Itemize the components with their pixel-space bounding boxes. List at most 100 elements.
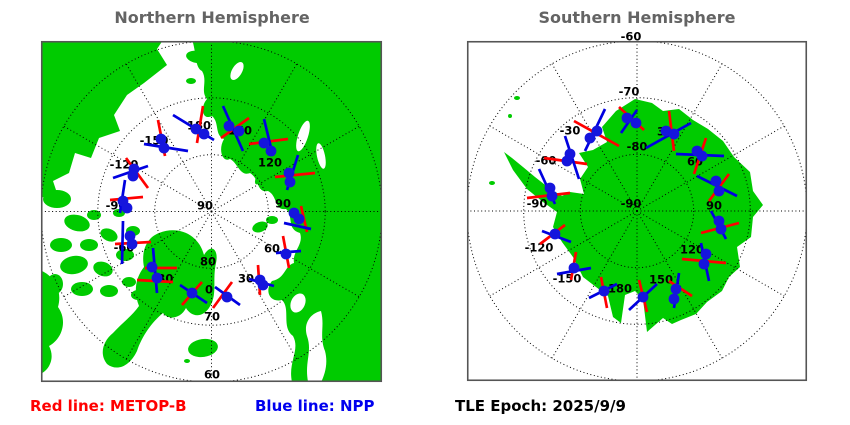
landmass <box>489 181 495 185</box>
satellite-position-dot <box>549 228 561 240</box>
south-hemisphere-map: -60 -70 -80 -90 -30 -60 -90 -120 -150 180 150 120 90… <box>466 30 808 382</box>
satellite-position-dot <box>621 112 633 124</box>
satellite-position-dot <box>280 248 292 260</box>
legend-metopb: Red line: METOP-B <box>30 397 187 415</box>
satellite-position-dot <box>637 291 649 303</box>
latitude-label: -80 <box>627 140 648 154</box>
longitude-label: -150 <box>553 272 582 286</box>
satellite-position-dot <box>223 120 235 132</box>
landmass <box>504 99 763 332</box>
longitude-label: -60 <box>536 154 557 168</box>
satellite-marker <box>172 105 215 144</box>
satellite-marker <box>211 281 241 309</box>
north-map-svg: 90807060-1501801501209060300-30-60-90-12… <box>40 40 383 383</box>
satellite-marker <box>681 242 727 282</box>
north-hemisphere-map: 90807060-1501801501209060300-30-60-90-12… <box>40 40 383 383</box>
landmass <box>100 228 118 242</box>
latitude-label: 80 <box>200 255 216 269</box>
landmass <box>508 114 512 118</box>
satellite-marker <box>136 247 177 294</box>
landmass <box>93 261 113 277</box>
latitude-label: 90 <box>197 199 213 213</box>
landmass <box>47 274 63 294</box>
landmass <box>64 214 90 232</box>
latitude-label: -90 <box>621 197 642 211</box>
longitude-label: -120 <box>525 241 554 255</box>
satellite-marker <box>588 276 618 309</box>
landmass <box>113 209 125 217</box>
satellite-marker <box>109 179 144 214</box>
satellite-position-dot <box>257 279 269 291</box>
landmass <box>252 221 268 233</box>
landmass <box>192 41 382 382</box>
landmass <box>100 285 118 297</box>
landmass <box>41 41 167 198</box>
plot-frame <box>40 40 383 383</box>
longitude-label: -90 <box>527 197 548 211</box>
latitude-label: 60 <box>204 368 220 382</box>
satellite-position-dot <box>710 175 722 187</box>
south-map-svg: -60 -70 -80 -90 -30 -60 -90 -120 -150 180 150 120 90… <box>466 30 808 382</box>
sea-inlet <box>296 120 310 152</box>
satellite-marker <box>696 173 738 202</box>
longitude-label: -30 <box>560 124 581 138</box>
satellite-position-dot <box>146 261 158 273</box>
sea-inlet <box>230 61 244 81</box>
satellite-position-dot <box>293 213 305 225</box>
satellite-position-dot <box>155 133 167 145</box>
graticule-parallel <box>523 97 751 325</box>
landmass <box>80 239 98 251</box>
longitude-label: 150 <box>649 273 673 287</box>
satellite-marker <box>179 281 208 306</box>
longitude-label: 90 <box>275 197 291 211</box>
satellite-marker <box>275 235 302 269</box>
landmass <box>266 216 278 224</box>
satellite-marker <box>143 119 189 157</box>
south-hemisphere-title: Southern Hemisphere <box>538 8 736 27</box>
longitude-label: 30 <box>238 272 254 286</box>
satellite-position-dot <box>598 285 610 297</box>
satellite-position-dot <box>568 262 580 274</box>
satellite-marker <box>618 106 645 134</box>
satellite-position-dot <box>127 170 139 182</box>
longitude-label: 0 <box>205 283 213 297</box>
landmass <box>186 78 196 84</box>
graticule-parallel <box>154 154 269 269</box>
satellite-position-dot <box>126 238 138 250</box>
metop-b-track-line <box>195 105 205 144</box>
satellite-position-dot <box>186 287 198 299</box>
satellite-marker <box>539 223 572 246</box>
satellite-position-dot <box>221 291 233 303</box>
satellite-marker <box>668 272 693 309</box>
satellite-position-dot <box>591 125 603 137</box>
landmass <box>184 359 190 363</box>
north-hemisphere-title: Northern Hemisphere <box>114 8 310 27</box>
satellite-marker <box>220 105 250 152</box>
satellite-position-dot <box>121 202 133 214</box>
satellite-position-dot <box>265 145 277 157</box>
satellite-marker <box>274 154 316 191</box>
satellite-position-dot <box>151 272 163 284</box>
latitude-label: -60 <box>621 30 642 44</box>
satellite-position-dot <box>284 176 296 188</box>
landmass <box>116 249 134 261</box>
satellite-position-dot <box>190 123 202 135</box>
graticule-parallel <box>579 153 695 269</box>
npp-track-line <box>120 220 125 265</box>
landmass <box>122 277 136 287</box>
satellite-position-dot <box>700 248 712 260</box>
longitude-label: 180 <box>608 282 632 296</box>
satellite-position-dot <box>584 132 596 144</box>
satellite-position-dot <box>258 137 270 149</box>
satellite-position-dot <box>668 293 680 305</box>
satellite-position-dot <box>713 185 725 197</box>
metop-b-track-line <box>274 171 316 179</box>
satellite-marker <box>628 279 658 313</box>
latitude-label: 70 <box>204 310 220 324</box>
satellite-position-dot <box>198 128 210 140</box>
legend-npp: Blue line: NPP <box>255 397 375 415</box>
satellite-marker <box>114 220 152 265</box>
satellite-marker <box>675 137 725 175</box>
landmass <box>188 338 218 358</box>
tle-epoch-label: TLE Epoch: 2025/9/9 <box>455 397 626 415</box>
